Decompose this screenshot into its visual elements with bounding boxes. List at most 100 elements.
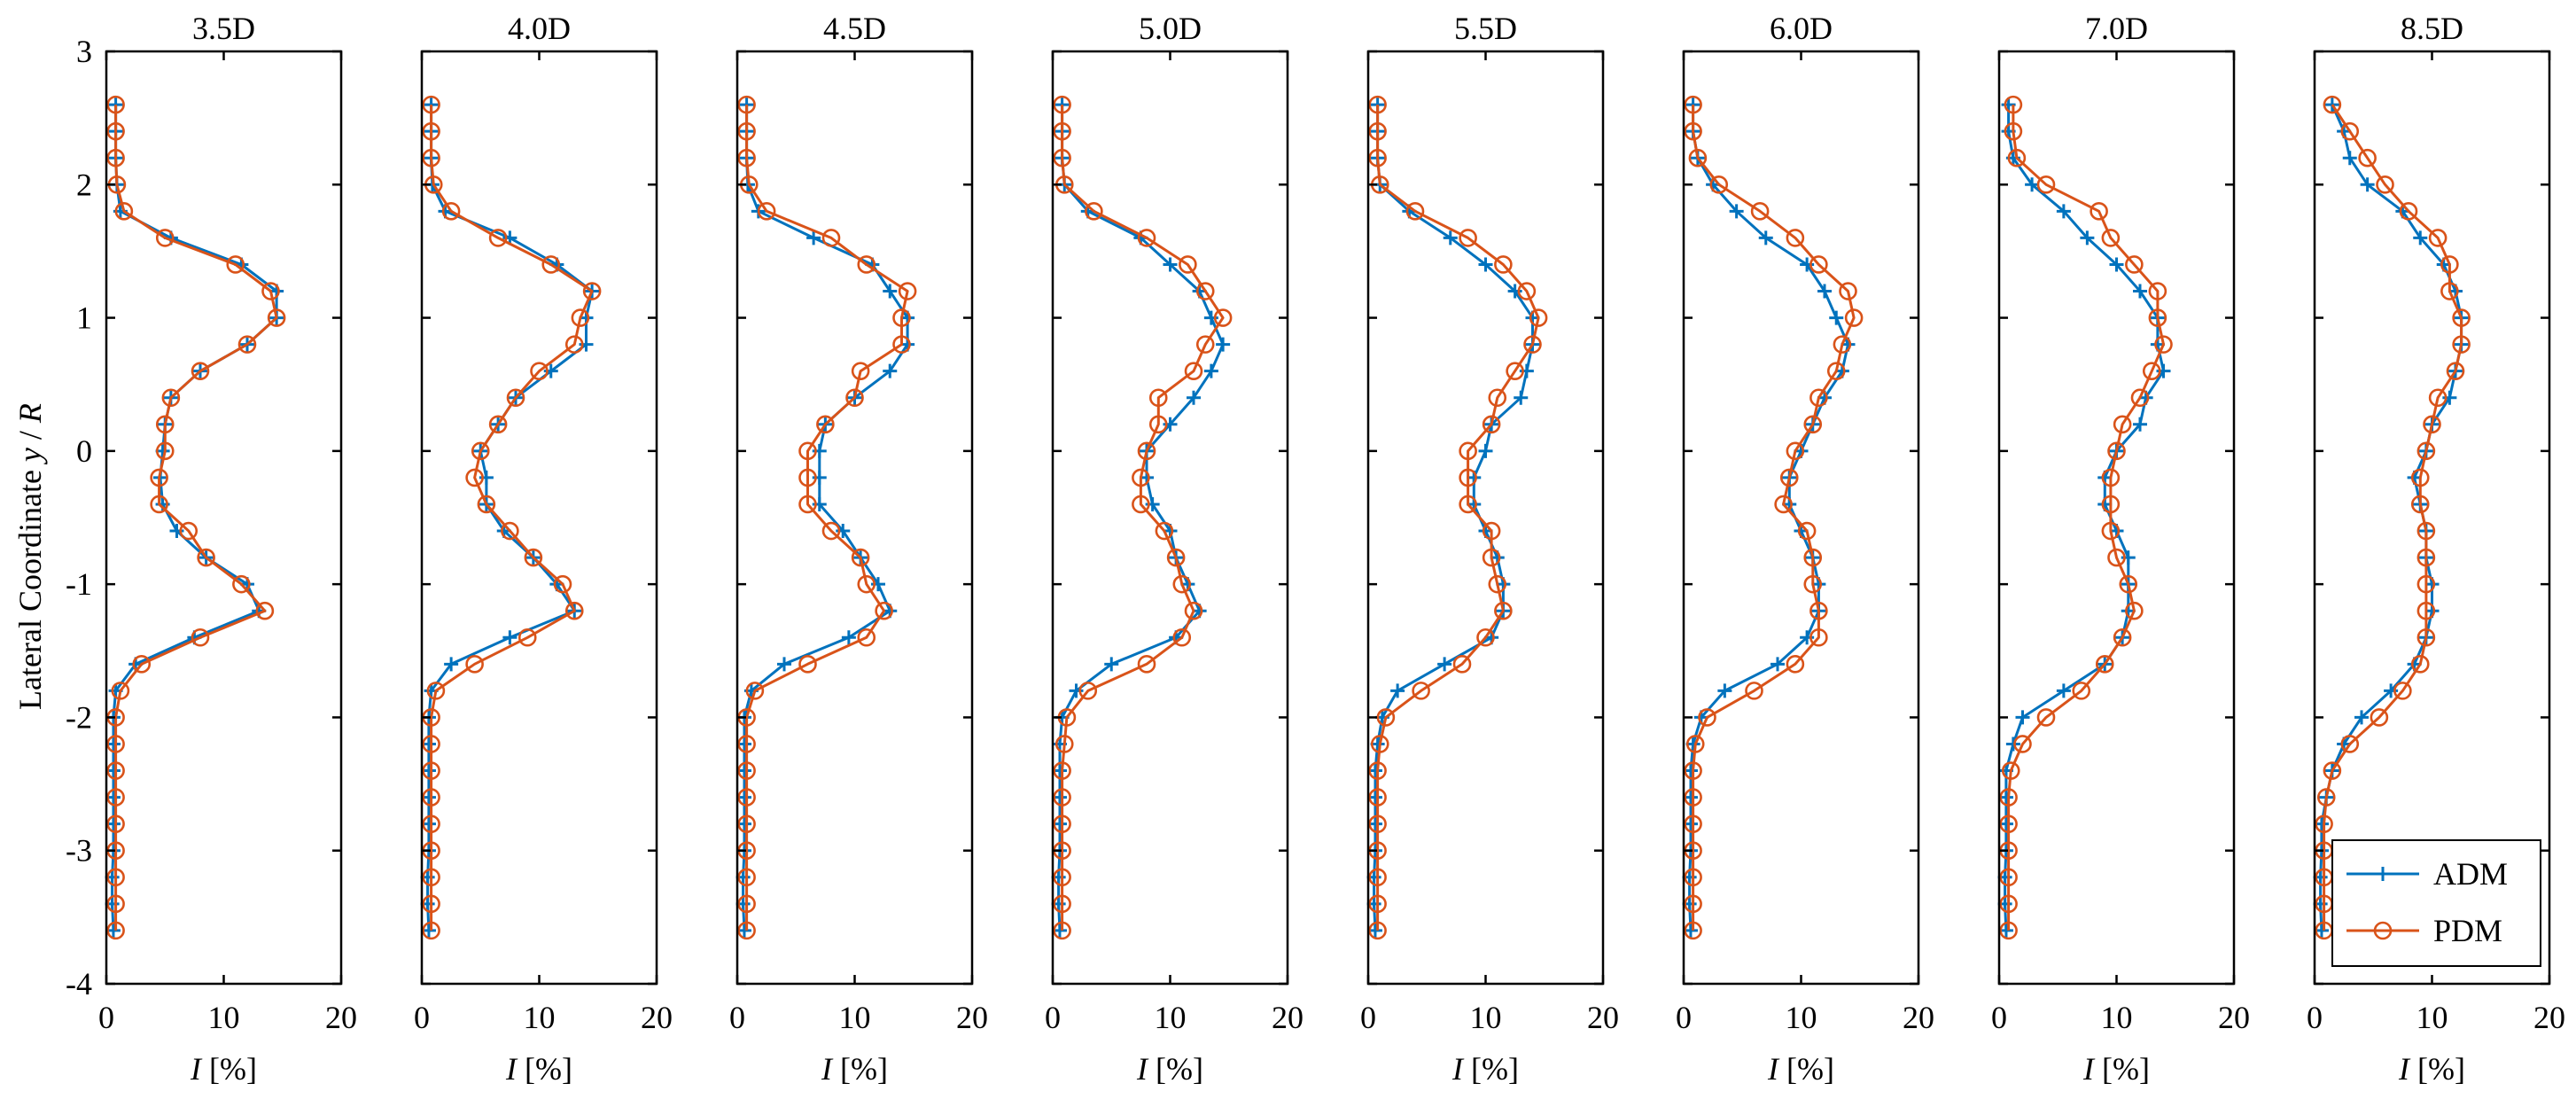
data-point-pdm [2340,735,2360,753]
data-point-pdm [267,308,286,327]
data-point-adm [1717,683,1732,698]
data-point-pdm [255,601,275,620]
data-point-pdm [2410,655,2430,674]
axes-box [1051,50,1289,986]
data-point-pdm [1459,229,1477,247]
data-point-pdm [1053,761,1071,780]
data-point-pdm [1684,815,1702,833]
data-point-pdm [2370,708,2389,727]
data-point-pdm [1786,655,1805,674]
data-point-pdm [2119,574,2138,594]
data-point-adm [2133,417,2147,432]
data-point-adm [2056,204,2071,219]
x-tick-label: 10 [2416,1000,2448,1035]
data-point-pdm [1684,95,1702,114]
x-axis-label: I [%] [505,1051,572,1087]
data-point-adm [1829,310,1844,325]
data-point-pdm [106,148,125,168]
data-point-pdm [2113,415,2132,434]
data-point-adm [1104,657,1119,672]
data-point-adm [502,630,518,645]
series-line-pdm [745,105,909,931]
x-tick-label: 10 [1470,1000,1502,1035]
data-point-pdm [1078,682,1098,700]
data-point-pdm [851,548,870,567]
data-point-pdm [1488,388,1507,408]
data-point-pdm [1482,521,1501,541]
legend-label: PDM [2433,913,2502,948]
panel-title: 5.5D [1454,11,1517,46]
data-point-pdm [564,335,584,354]
data-point-pdm [2323,761,2342,780]
data-point-pdm [422,815,440,833]
x-axis-label: I [%] [821,1051,888,1087]
data-point-pdm [506,388,525,408]
panel-5.5D: 5.5D 0 10 20 I [%] [1360,11,1619,1087]
data-point-adm [1478,443,1493,458]
data-point-pdm [106,921,125,940]
data-point-pdm [1368,95,1387,114]
data-point-pdm [1053,894,1071,914]
data-point-pdm [1745,682,1763,700]
data-point-adm [1216,337,1231,352]
data-point-pdm [1476,627,1495,647]
data-point-pdm [2416,548,2436,567]
data-point-pdm [2107,441,2126,461]
data-point-pdm [582,282,602,300]
data-point-pdm [553,574,572,594]
data-point-pdm [2101,521,2121,541]
data-point-pdm [2410,495,2430,514]
data-point-pdm [1709,175,1729,194]
data-point-pdm [1482,415,1501,434]
data-point-adm [806,230,821,246]
data-point-pdm [2416,627,2436,647]
data-point-pdm [106,868,125,887]
data-point-pdm [2107,548,2126,567]
data-point-pdm [2125,255,2144,274]
data-point-pdm [2428,229,2448,247]
data-point-pdm [477,495,496,514]
data-point-pdm [1132,468,1150,487]
data-point-pdm [2410,468,2430,487]
y-tick-label: 0 [76,433,92,469]
data-point-pdm [1195,335,1215,354]
data-point-pdm [1368,788,1387,807]
panel-6.0D: 6.0D 0 10 20 I [%] [1676,11,1934,1087]
panel-title: 8.5D [2401,11,2463,46]
data-point-pdm [106,788,125,807]
panel-8.5D: 8.5D 0 10 20 I [%] [2307,11,2565,1087]
panel-title: 6.0D [1770,11,1833,46]
data-point-pdm [2315,815,2333,833]
data-point-adm [1729,204,1744,219]
data-point-adm [1514,390,1529,405]
data-point-pdm [422,921,440,940]
data-point-pdm [2101,468,2121,487]
data-point-pdm [2148,308,2167,327]
data-point-pdm [2358,148,2377,168]
series-line-adm [2319,104,2463,931]
data-point-pdm [1803,548,1823,567]
data-point-pdm [1195,282,1215,300]
data-point-adm [841,630,856,645]
x-tick-label: 0 [1676,1000,1692,1035]
data-point-pdm [530,362,549,380]
data-point-pdm [1684,121,1702,141]
data-point-pdm [564,601,584,620]
data-point-pdm [1459,495,1477,514]
y-axis-label: Lateral Coordinate y / R [12,403,48,710]
data-point-adm [2342,151,2357,166]
data-point-pdm [1684,921,1702,940]
axes-box [1366,50,1605,986]
series-line-pdm [114,105,278,931]
data-point-pdm [798,495,817,514]
series-line-adm [1373,105,1534,931]
data-point-pdm [2376,175,2394,194]
data-point-pdm [1137,441,1156,461]
data-point-pdm [798,468,817,487]
data-point-pdm [2101,495,2121,514]
data-point-adm [1187,390,1201,405]
data-point-pdm [422,788,440,807]
data-point-pdm [150,468,168,487]
data-point-pdm [1999,894,2018,914]
